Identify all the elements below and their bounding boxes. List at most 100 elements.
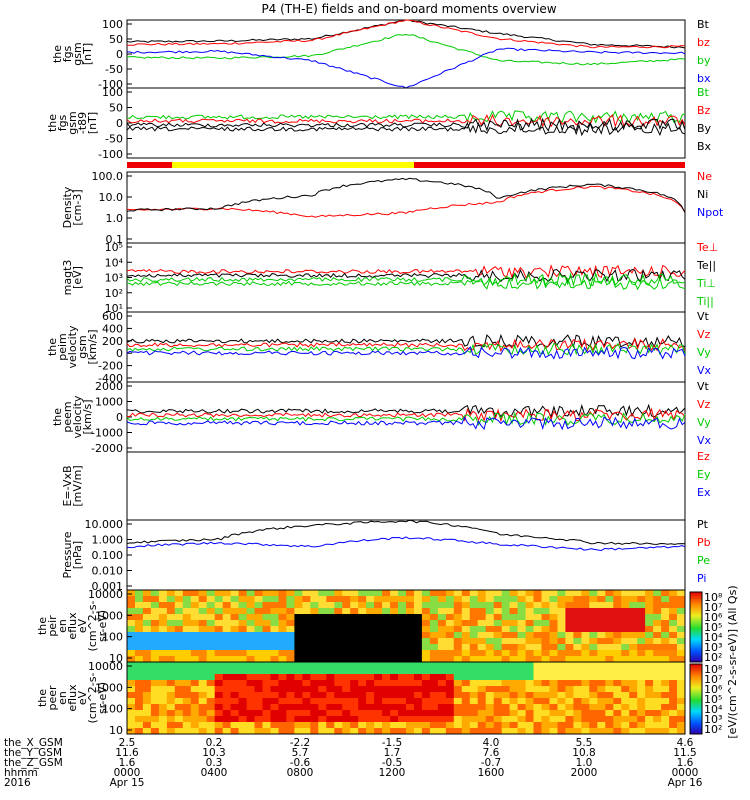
spectrogram-cell	[342, 716, 351, 723]
spectrogram-cell	[366, 644, 375, 651]
spectrogram-cell	[414, 626, 423, 633]
spectrogram-cell	[127, 650, 136, 657]
spectrogram-cell	[653, 608, 662, 615]
spectrogram-cell	[302, 680, 311, 687]
spectrogram-cell	[509, 716, 519, 723]
spectrogram-cell	[437, 596, 447, 603]
spectrogram-cell	[286, 698, 295, 705]
spectrogram-cell	[589, 722, 598, 729]
spectrogram-cell	[222, 620, 232, 627]
spectrogram-cell	[469, 608, 479, 615]
spectrogram-cell	[246, 668, 256, 675]
spectrogram-cell	[589, 704, 598, 711]
spectrogram-cell	[493, 644, 503, 651]
spectrogram-cell	[310, 680, 319, 687]
spectrogram-cell	[565, 704, 574, 711]
spectrogram-cell	[294, 626, 303, 633]
spectrogram-cell	[477, 704, 487, 711]
spectrogram-cell	[310, 656, 319, 663]
spectrogram-cell	[557, 590, 566, 597]
y-tick-label: 10.0	[99, 191, 124, 204]
spectrogram-cell	[286, 632, 295, 639]
spectrogram-cell	[414, 680, 423, 687]
spectrogram-cell	[318, 710, 327, 717]
spectrogram-cell	[230, 710, 240, 717]
spectrogram-cell	[262, 680, 271, 687]
spectrogram-cell	[182, 608, 192, 615]
spectrogram-cell	[182, 728, 192, 735]
spectrogram-cell	[158, 686, 168, 693]
spectrogram-cell	[238, 704, 248, 711]
spectrogram-cell	[669, 632, 678, 639]
spectrogram-cell	[294, 638, 303, 645]
y-axis-label-line: gsm	[71, 42, 84, 65]
spectrogram-cell	[214, 728, 224, 735]
spectrogram-cell	[158, 650, 168, 657]
spectrogram-cell	[629, 596, 638, 603]
spectrogram-cell	[158, 620, 168, 627]
spectrogram-cell	[613, 638, 622, 645]
panel-frame	[126, 661, 686, 735]
spectrogram-cell	[334, 626, 343, 633]
spectrogram-cell	[278, 656, 287, 663]
spectrogram-cell	[398, 590, 407, 597]
spectrogram-cell	[150, 626, 160, 633]
spectrogram-cell	[398, 644, 407, 651]
y-axis-label-line: peer	[46, 685, 59, 711]
spectrogram-cell	[573, 674, 582, 681]
spectrogram-cell	[517, 722, 527, 729]
spectrogram-cell	[302, 710, 311, 717]
spectrogram-cell	[246, 620, 256, 627]
spectrogram-cell	[142, 626, 152, 633]
spectrogram-cell	[166, 620, 176, 627]
spectrogram-cell	[135, 644, 144, 651]
spectrogram-cell	[262, 728, 271, 735]
spectrogram-cell	[637, 662, 646, 669]
spectrogram-cell	[366, 722, 375, 729]
spectrogram-cell	[485, 662, 495, 669]
spectrogram-cell	[517, 614, 527, 621]
panel-frame	[126, 19, 686, 89]
spectrogram-cell	[613, 704, 622, 711]
spectrogram-cell	[390, 698, 399, 705]
spectrogram-cell	[597, 614, 606, 621]
spectrogram-cell	[429, 632, 439, 639]
spectrogram-cell	[517, 590, 527, 597]
spectrogram-cell	[549, 686, 558, 693]
spectrogram-cell	[342, 680, 351, 687]
spectrogram-cell	[350, 602, 359, 609]
spectrogram-cell	[190, 716, 200, 723]
spectrogram-cell	[278, 590, 287, 597]
spectrogram-cell	[398, 602, 407, 609]
spectrogram-cell	[270, 716, 279, 723]
spectrogram-cell	[206, 632, 216, 639]
spectrogram-cell	[166, 662, 176, 669]
spectrogram-cell	[477, 596, 487, 603]
spectrogram-cell	[421, 650, 431, 657]
spectrogram-cell	[597, 692, 606, 699]
spectrogram-cell	[437, 632, 447, 639]
spectrogram-cell	[254, 710, 263, 717]
spectrogram-cell	[406, 626, 415, 633]
spectrogram-cell	[270, 614, 279, 621]
spectrogram-cell	[605, 632, 614, 639]
spectrogram-cell	[669, 596, 678, 603]
spectrogram-cell	[581, 710, 590, 717]
spectrogram-cell	[127, 620, 136, 627]
y-axis-label: thepeerenefluxeV(cm^2-s-sr-eV)	[36, 673, 109, 724]
spectrogram-cell	[158, 698, 168, 705]
spectrogram-cell	[310, 686, 319, 693]
spectrogram-cell	[270, 710, 279, 717]
spectrogram-cell	[645, 710, 654, 717]
spectrogram-cell	[278, 710, 287, 717]
spectrogram-cell	[166, 710, 176, 717]
spectrogram-cell	[477, 620, 487, 627]
spectrogram-cell	[517, 674, 527, 681]
spectrogram-cell	[246, 614, 256, 621]
spectrogram-cell	[254, 602, 263, 609]
spectrogram-cell	[238, 596, 248, 603]
spectrogram-cell	[382, 620, 391, 627]
spectrogram-cell	[509, 668, 519, 675]
spectrogram-cell	[669, 728, 678, 735]
y-tick-label: 10	[109, 652, 123, 665]
